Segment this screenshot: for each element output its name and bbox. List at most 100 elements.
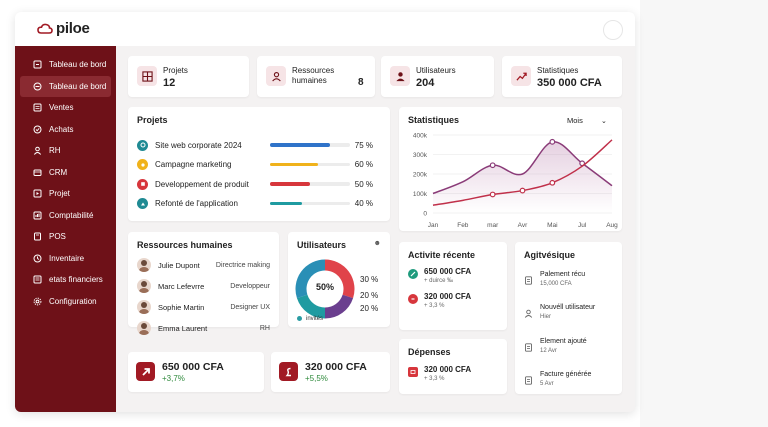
stat-card-rh[interactable]: Ressources humaines 8 — [257, 56, 375, 97]
donut-label-3: 20 % — [360, 304, 379, 313]
x-tick-label: mar — [487, 222, 499, 229]
avatar — [137, 279, 151, 293]
activity-sub: + 3,3 % — [424, 303, 445, 309]
sidebar-item-9[interactable]: POS — [20, 226, 111, 248]
stat-card-projets[interactable]: Projets 12 — [128, 56, 249, 97]
project-percent: 60 % — [354, 160, 373, 169]
inventory-icon — [33, 254, 42, 263]
employee-row[interactable]: Sophie Martin Designer UX — [137, 299, 270, 315]
users-card: Utilisateurs ☻ 50% 30 % 20 % 20 % invité… — [288, 232, 390, 327]
x-tick-label: Mai — [547, 222, 557, 229]
sidebar-item-label: etats financiers — [49, 275, 103, 285]
donut-segment — [324, 294, 354, 319]
sidebar-item-8[interactable]: Comptabilité — [20, 205, 111, 227]
legend-swatch — [297, 316, 302, 321]
project-percent: 75 % — [354, 140, 373, 150]
employee-row[interactable]: Emma Laurent RH — [137, 320, 270, 336]
employee-row[interactable]: Marc Lefevrre Developpeur — [137, 278, 270, 294]
activity-item[interactable]: 650 000 CFA + duirce ‰ — [408, 267, 471, 286]
stat-card-utilisateurs[interactable]: Utilisateurs 204 — [381, 56, 494, 97]
sidebar-item-4[interactable]: Achats — [20, 119, 111, 141]
stat-label: Projets — [163, 66, 188, 75]
statistics-card: Statistiques Mois ⌄ 400k 300k 200k 100k 0 Jan… — [399, 107, 622, 231]
donut-center-label: 50% — [315, 282, 334, 292]
activity-sub: + duirce ‰ — [424, 278, 454, 284]
employee-row[interactable]: Julie Dupont Directrice making — [137, 257, 270, 273]
data-point — [549, 138, 556, 145]
period-select[interactable]: Mois ⌄ — [567, 116, 607, 125]
chevron-down-icon: ⌄ — [600, 118, 607, 125]
sidebar-item-label: Ventes — [49, 103, 74, 113]
project-row[interactable]: Refonté de l'application 40 % — [137, 198, 373, 210]
project-percent: 50 % — [354, 179, 373, 189]
sidebar-item-label: Tableau de bord — [49, 81, 107, 91]
sidebar-item-7[interactable]: Projet — [20, 183, 111, 205]
agitvesique-card: Agitvésique Palement récu 15,000 CFA Nouv… — [515, 242, 622, 394]
project-row[interactable]: Campagne marketing 60 % — [137, 159, 373, 171]
grid-icon — [137, 66, 157, 86]
background-panel — [640, 0, 768, 427]
group-icon[interactable]: ☻ — [373, 240, 381, 247]
money-value: 320 000 CFA — [305, 361, 367, 373]
event-item[interactable]: Facture générée 5 Avr — [524, 370, 591, 389]
event-sub: 15,000 CFA — [540, 281, 572, 287]
money-value: 650 000 CFA — [162, 361, 224, 373]
donut-label-1: 30 % — [360, 275, 379, 284]
data-point — [549, 179, 556, 186]
accounting-icon — [33, 211, 42, 220]
project-percent: 40 % — [354, 199, 373, 208]
card-icon — [408, 367, 418, 377]
sidebar-item-3[interactable]: Ventes — [20, 97, 111, 119]
sidebar-item-12[interactable]: Configuration — [20, 291, 111, 313]
sidebar-item-5[interactable]: RH — [20, 140, 111, 162]
project-row[interactable]: Developpement de produit 50 % — [137, 178, 373, 190]
employee-role: RH — [259, 324, 270, 332]
donut-segment — [324, 259, 355, 299]
sidebar-item-11[interactable]: etats financiers — [20, 269, 111, 291]
money-card-2[interactable]: 320 000 CFA +5,5% — [271, 352, 390, 392]
project-name: Refonté de l'application — [155, 199, 238, 208]
event-item[interactable]: Nouvéll utilisateur Hier — [524, 303, 595, 322]
sidebar-item-6[interactable]: CRM — [20, 162, 111, 184]
activity-item[interactable]: 320 000 CFA + 3,3 % — [408, 292, 471, 311]
sidebar-item-1[interactable]: Tableau de bord — [20, 54, 111, 76]
event-item[interactable]: Palement récu 15,000 CFA — [524, 270, 585, 289]
projects-title: Projets — [137, 115, 168, 125]
y-tick-label: 0 — [423, 211, 427, 218]
user-icon — [266, 66, 286, 86]
sidebar-item-10[interactable]: Inventaire — [20, 248, 111, 270]
hr-card: Ressources humaines Julie Dupont Directri… — [128, 232, 279, 335]
stat-card-statistiques[interactable]: Statistiques 350 000 CFA — [502, 56, 622, 97]
avatar — [137, 258, 151, 272]
stat-value: 204 — [416, 77, 435, 89]
event-item[interactable]: Element ajouté 12 Avr — [524, 337, 587, 356]
employee-name: Sophie Martin — [158, 302, 205, 312]
period-label: Mois — [567, 116, 583, 125]
sidebar-item-label: Tableau de bord — [49, 60, 107, 70]
stat-label: Ressources humaines — [292, 66, 335, 85]
project-name: Campagne marketing — [155, 160, 232, 169]
user-icon — [524, 305, 533, 318]
expense-item[interactable]: 320 000 CFA + 3,3 % — [408, 365, 471, 384]
logo[interactable]: piloe — [37, 20, 90, 37]
expenses-card: Dépenses 320 000 CFA + 3,3 % — [399, 339, 507, 394]
stat-value: 350 000 CFA — [537, 77, 602, 89]
money-card-1[interactable]: 650 000 CFA +3,7% — [128, 352, 264, 392]
sidebar-item-2[interactable]: Tableau de bord — [20, 75, 111, 97]
sidebar-item-label: Configuration — [49, 296, 97, 306]
project-progress — [270, 162, 350, 167]
x-tick-label: Avr — [518, 222, 528, 229]
sidebar-item-label: POS — [49, 232, 66, 242]
agitvesique-title: Agitvésique — [524, 250, 576, 260]
user-icon — [33, 146, 42, 156]
progress-fill — [270, 143, 330, 147]
y-tick-label: 300k — [413, 152, 428, 159]
currency-icon — [279, 362, 298, 381]
crm-icon — [33, 168, 42, 177]
activity-value: 650 000 CFA — [424, 267, 472, 276]
event-label: Nouvéll utilisateur — [540, 304, 596, 311]
profile-button[interactable] — [603, 20, 623, 40]
project-row[interactable]: Site web corporate 2024 75 % — [137, 139, 373, 151]
users-donut-chart — [295, 259, 355, 319]
stat-value: 12 — [163, 77, 176, 89]
